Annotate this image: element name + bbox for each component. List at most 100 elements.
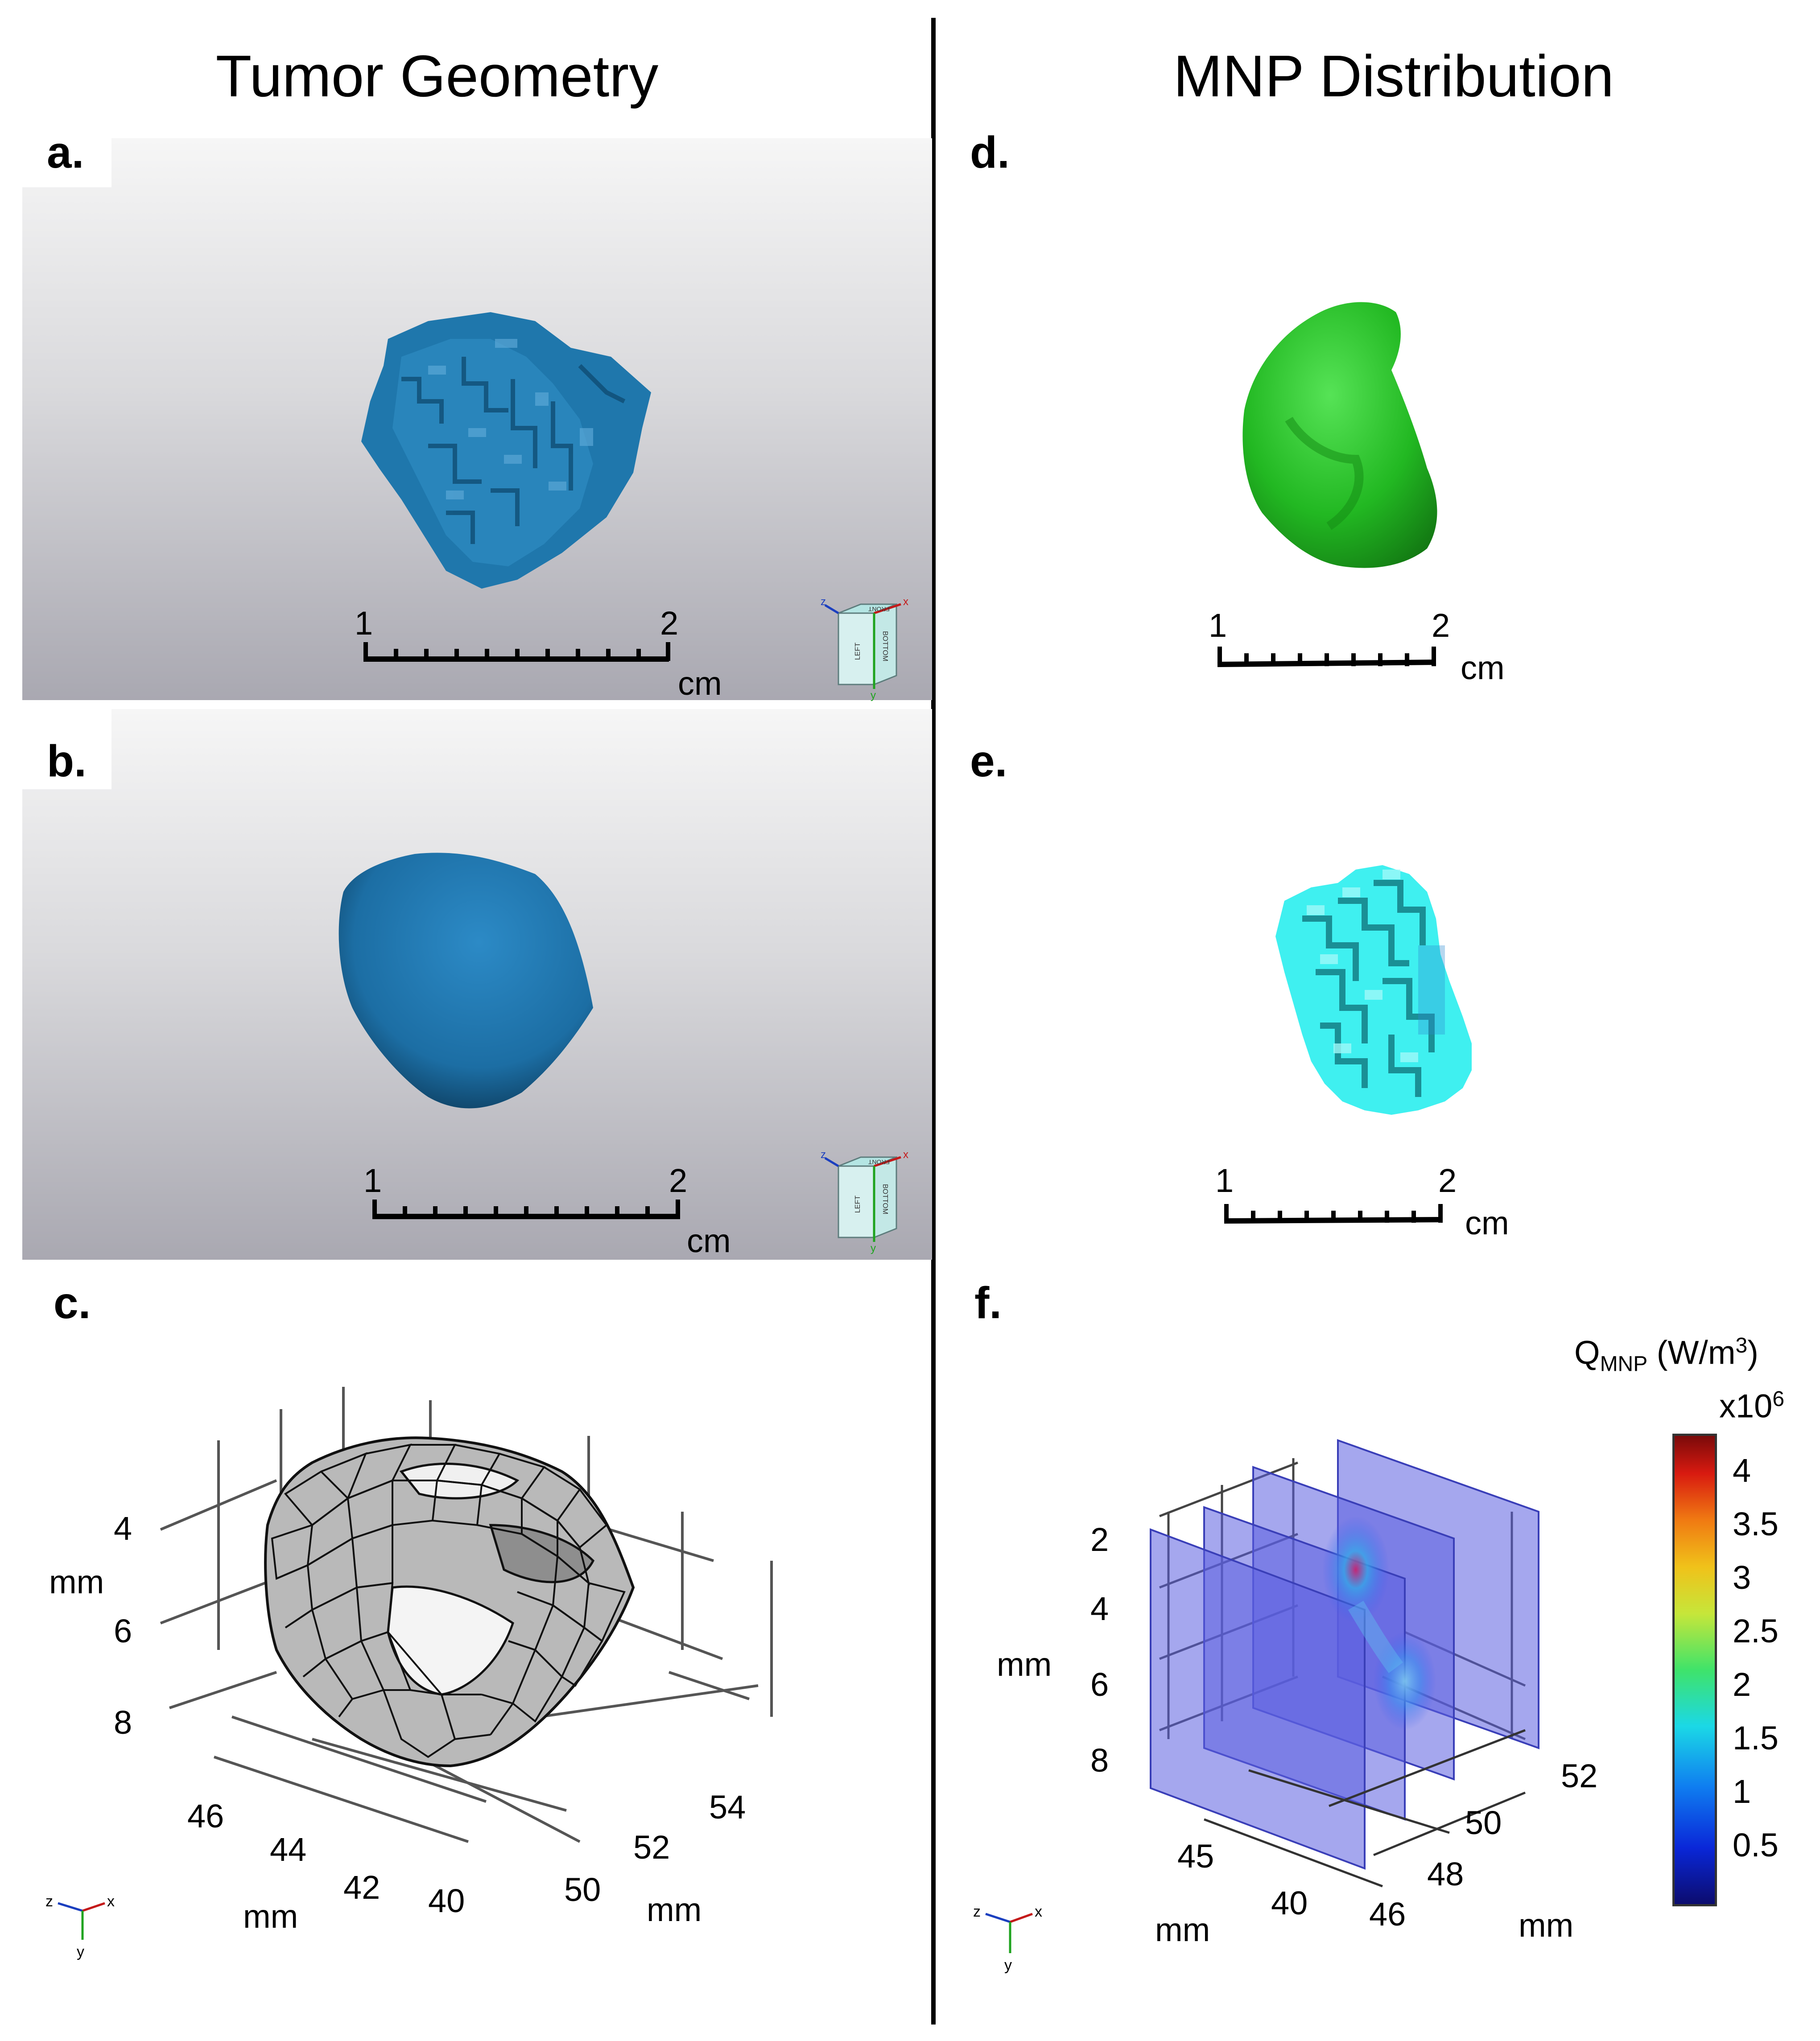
panel-f-dtick-1: 40 (1271, 1884, 1308, 1921)
panel-b-cube-face-right: BOTTOM (881, 1184, 889, 1214)
panel-a-cube-axis-z: z (821, 596, 826, 608)
panel-f-letter: f. (974, 1278, 1002, 1328)
panel-c-htick-0: 50 (564, 1871, 601, 1908)
panel-b-view-cube[interactable]: z x y FRONT LEFT BOTTOM (821, 1148, 928, 1255)
panel-f-htick-2: 50 (1465, 1804, 1502, 1841)
panel-f-triad-z: z (973, 1903, 981, 1920)
panel-a-scale-end: 2 (660, 605, 679, 642)
panel-f-depth-unit: mm (1155, 1911, 1210, 1948)
colorbar-multiplier-base: x10 (1719, 1387, 1773, 1425)
colorbar-ticks: 4 3.5 3 2.5 2 1.5 1 0.5 (1721, 1434, 1811, 1906)
colorbar-unit-close: ) (1747, 1334, 1758, 1371)
panel-d-letter: d. (970, 128, 1010, 177)
left-column-title: Tumor Geometry (215, 43, 659, 109)
panel-f-vtick-2: 6 (1090, 1666, 1109, 1703)
colorbar-multiplier: x106 (1719, 1387, 1784, 1425)
panel-f-triad-x: x (1035, 1903, 1042, 1920)
panel-c-axis-triad: z x y (45, 1893, 115, 1960)
colorbar-quantity-sub: MNP (1600, 1352, 1648, 1376)
panel-c-vtick-2: 8 (114, 1704, 132, 1741)
panel-b-scale-start: 1 (363, 1162, 382, 1199)
panel-a-letter-bg (22, 134, 111, 187)
panel-b-scale-end: 2 (669, 1162, 688, 1199)
panel-f-vtick-3: 8 (1090, 1742, 1109, 1779)
panel-c-triad-y: y (77, 1943, 84, 1960)
panel-f-dtick-0: 45 (1177, 1838, 1214, 1875)
colorbar-gradient (1672, 1434, 1717, 1906)
colorbar-unit-sup: 3 (1735, 1334, 1748, 1357)
panel-c-vtick-1: 6 (114, 1612, 132, 1649)
panel-c-letter: c. (54, 1278, 91, 1328)
panel-c-htick-1: 52 (633, 1829, 670, 1866)
panel-f-triad-y: y (1004, 1957, 1012, 1974)
colorbar-unit: (W/m (1656, 1334, 1736, 1371)
panel-d-scale-end: 2 (1432, 607, 1450, 644)
panel-f-vtick-0: 2 (1090, 1521, 1109, 1558)
colorbar-tick-7: 0.5 (1733, 1827, 1779, 1864)
panel-e-letter: e. (970, 736, 1007, 786)
panel-c-depth-unit: mm (243, 1898, 298, 1935)
panel-c-htick-2: 54 (709, 1789, 746, 1826)
panel-c-triad-x: x (107, 1893, 115, 1910)
panel-a-cube-face-right: BOTTOM (881, 631, 889, 661)
panel-f-horizontal-unit: mm (1519, 1907, 1574, 1944)
colorbar-tick-6: 1 (1733, 1773, 1751, 1810)
panel-c-triad-z: z (45, 1893, 53, 1910)
panel-a-scale-unit: cm (678, 665, 722, 702)
panel-e-scale-unit: cm (1465, 1204, 1509, 1241)
panel-b-letter: b. (47, 736, 87, 786)
panel-a-cube-axis-x: x (903, 596, 908, 608)
colorbar-tick-5: 1.5 (1733, 1719, 1779, 1756)
panel-b-cube-axis-y: y (871, 1242, 876, 1254)
panel-f-vertical-unit: mm (997, 1646, 1052, 1683)
panel-b-letter-bg (22, 709, 111, 789)
colorbar-title: QMNP (W/m3) (1574, 1333, 1758, 1376)
panel-d-scale-start: 1 (1209, 607, 1227, 644)
panel-f-htick-3: 52 (1561, 1757, 1598, 1794)
panel-b-cube-axis-x: x (903, 1149, 908, 1161)
colorbar-tick-0: 4 (1733, 1452, 1751, 1489)
colorbar-tick-1: 3.5 (1733, 1505, 1779, 1542)
panel-c-dtick-1: 44 (270, 1831, 307, 1868)
panel-e-scale-end: 2 (1438, 1162, 1457, 1199)
panel-a-cube-face-left: LEFT (854, 643, 862, 660)
colorbar-quantity: Q (1574, 1334, 1600, 1371)
panel-b-cube-face-left: LEFT (854, 1196, 862, 1213)
panel-d-scale-unit: cm (1461, 649, 1505, 686)
panel-c-vertical-unit: mm (49, 1563, 104, 1600)
colorbar-tick-3: 2.5 (1733, 1612, 1779, 1649)
panel-f-axis-triad: z x y (973, 1903, 1042, 1974)
panel-f-vtick-1: 4 (1090, 1590, 1109, 1627)
panel-c-dtick-3: 40 (428, 1882, 465, 1919)
panel-c-horizontal-unit: mm (647, 1891, 702, 1928)
colorbar-tick-2: 3 (1733, 1559, 1751, 1596)
panel-a-view-cube[interactable]: z x y FRONT LEFT BOTTOM (821, 595, 928, 702)
panel-b-scale-unit: cm (687, 1222, 731, 1259)
panel-f-htick-0: 46 (1369, 1896, 1406, 1933)
panel-a-letter: a. (47, 128, 84, 177)
panel-b-cube-face-top: FRONT (868, 1159, 890, 1166)
panel-a-cube-axis-y: y (871, 689, 876, 701)
panel-a-scale-start: 1 (355, 605, 373, 642)
right-column-title: MNP Distribution (1173, 43, 1614, 109)
panel-e-scale-start: 1 (1215, 1162, 1234, 1199)
panel-c-dtick-0: 46 (187, 1798, 224, 1835)
panel-f-htick-1: 48 (1427, 1855, 1464, 1893)
panel-c-dtick-2: 42 (343, 1869, 380, 1906)
panel-a-cube-face-top: FRONT (868, 606, 890, 613)
panel-b-cube-axis-z: z (821, 1149, 826, 1161)
column-divider (931, 18, 936, 2025)
colorbar-multiplier-exp: 6 (1772, 1387, 1785, 1411)
colorbar-tick-4: 2 (1733, 1666, 1751, 1703)
panel-c-vtick-0: 4 (114, 1510, 132, 1547)
